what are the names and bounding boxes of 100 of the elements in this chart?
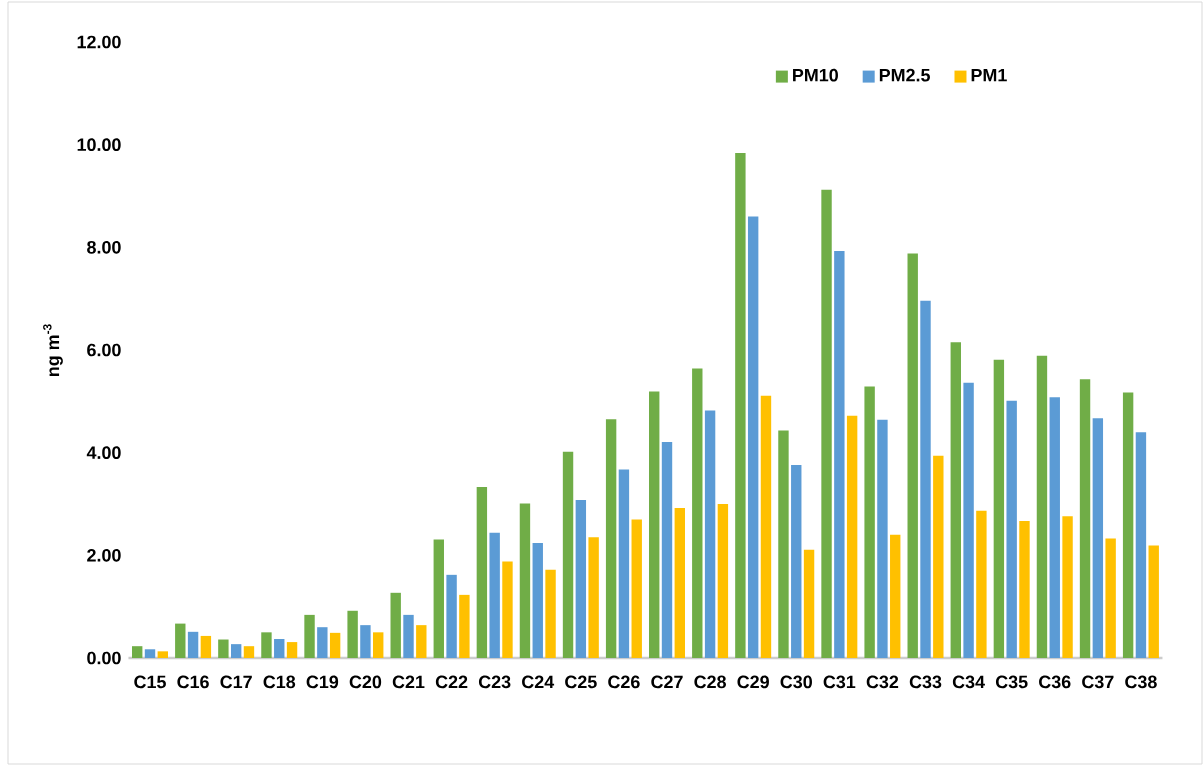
bar: [821, 189, 832, 658]
bar: [286, 642, 298, 658]
bar: [877, 419, 888, 658]
x-tick-label: C22: [435, 675, 468, 689]
x-tick-label: C23: [478, 675, 511, 689]
bar: [1062, 516, 1073, 658]
bar: [187, 631, 199, 658]
bar: [218, 639, 229, 658]
bar: [631, 519, 642, 658]
bar: [317, 627, 328, 658]
bar: [950, 342, 961, 658]
bar: [1049, 397, 1060, 658]
x-tick-label: C32: [866, 675, 899, 689]
bar: [993, 359, 1005, 658]
x-tick-label: C33: [909, 675, 942, 689]
bar: [864, 386, 875, 658]
bar: [1122, 392, 1134, 658]
x-tick-label: C17: [220, 675, 252, 689]
bar: [890, 534, 901, 658]
legend-label: PM10: [793, 68, 838, 82]
x-tick-label: C31: [823, 675, 856, 689]
y-tick-label: 6.00: [87, 343, 121, 357]
bar: [976, 510, 987, 658]
bar: [459, 594, 470, 658]
bar: [1006, 400, 1017, 658]
bar: [373, 632, 384, 658]
bar: [390, 592, 401, 658]
bar: [791, 464, 802, 658]
x-tick-label: C15: [134, 675, 166, 689]
bar: [502, 561, 513, 658]
bar: [1079, 379, 1091, 658]
bar: [175, 623, 186, 658]
x-tick-label: C26: [608, 675, 640, 689]
y-tick-label: 4.00: [86, 446, 121, 460]
y-axis-title: ng m$^{-3}$: [43, 324, 63, 377]
legend-label: PM1: [971, 68, 1007, 82]
bar: [329, 632, 341, 658]
y-tick-label: 10.00: [77, 138, 121, 152]
bar: [416, 625, 427, 658]
bar: [704, 410, 716, 658]
bar: [243, 646, 255, 658]
x-tick-label: C37: [1082, 675, 1114, 689]
x-tick-label: C25: [565, 675, 597, 689]
bar: [803, 549, 815, 658]
bar: [446, 574, 457, 658]
bar: [157, 651, 168, 658]
x-tick-label: C20: [349, 675, 382, 689]
bar: [920, 300, 931, 658]
bar: [963, 382, 974, 658]
bar: [1135, 432, 1147, 658]
bar: [360, 625, 371, 658]
x-tick-label: C18: [263, 675, 296, 689]
bar: [747, 216, 759, 658]
bar: [605, 419, 617, 658]
y-tick-label: 12.00: [77, 35, 121, 49]
bar: [661, 441, 673, 658]
x-tick-label: C38: [1125, 675, 1157, 689]
x-tick-label: C24: [522, 675, 555, 689]
x-tick-label: C27: [651, 675, 683, 689]
bar: [274, 639, 285, 658]
bar: [403, 614, 414, 658]
bar: [230, 644, 242, 658]
x-tick-label: C28: [694, 675, 726, 689]
x-tick-label: C19: [306, 675, 339, 689]
bar: [778, 430, 789, 658]
bar: [735, 152, 746, 658]
bar: [674, 508, 685, 658]
x-tick-label: C29: [737, 675, 769, 689]
bar: [144, 649, 156, 658]
bar: [834, 250, 845, 658]
bar: [575, 499, 587, 658]
bar: [1148, 545, 1159, 658]
bar: [649, 391, 660, 658]
bar: [200, 635, 212, 658]
x-tick-label: C16: [177, 675, 209, 689]
bar: [476, 487, 488, 658]
bar: [760, 395, 772, 658]
bar: [261, 632, 272, 658]
x-tick-label: C34: [952, 675, 985, 689]
bar: [588, 537, 599, 658]
bar: [132, 646, 143, 658]
y-tick-label: 0.00: [87, 651, 121, 665]
bar: [347, 610, 358, 658]
bar: [545, 569, 556, 658]
x-tick-label: C21: [392, 675, 425, 689]
bar: [304, 614, 315, 658]
x-tick-label: C30: [780, 675, 812, 689]
bar: [1092, 418, 1104, 658]
bar: [532, 543, 543, 658]
bar: [1019, 520, 1030, 658]
bar: [433, 539, 444, 658]
bar: [933, 455, 944, 658]
bar: [489, 532, 500, 658]
y-tick-label: 8.00: [87, 240, 121, 254]
x-tick-label: C36: [1039, 675, 1071, 689]
x-tick-label: C35: [995, 675, 1028, 689]
bar: [618, 469, 630, 658]
legend-label: PM2.5: [879, 68, 930, 82]
y-tick-label: 2.00: [87, 548, 121, 562]
bar: [519, 503, 531, 658]
